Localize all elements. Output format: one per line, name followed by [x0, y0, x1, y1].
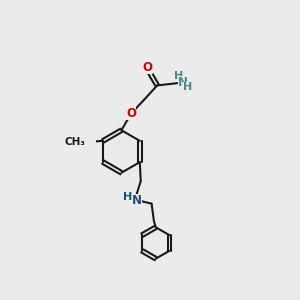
Text: O: O: [142, 61, 152, 74]
Text: O: O: [85, 135, 94, 148]
Text: CH₃: CH₃: [64, 137, 85, 147]
Text: H: H: [174, 71, 183, 81]
Text: H: H: [183, 82, 192, 92]
Text: N: N: [132, 194, 142, 206]
Text: H: H: [123, 192, 133, 202]
Text: O: O: [126, 107, 136, 120]
Text: N: N: [178, 76, 188, 89]
